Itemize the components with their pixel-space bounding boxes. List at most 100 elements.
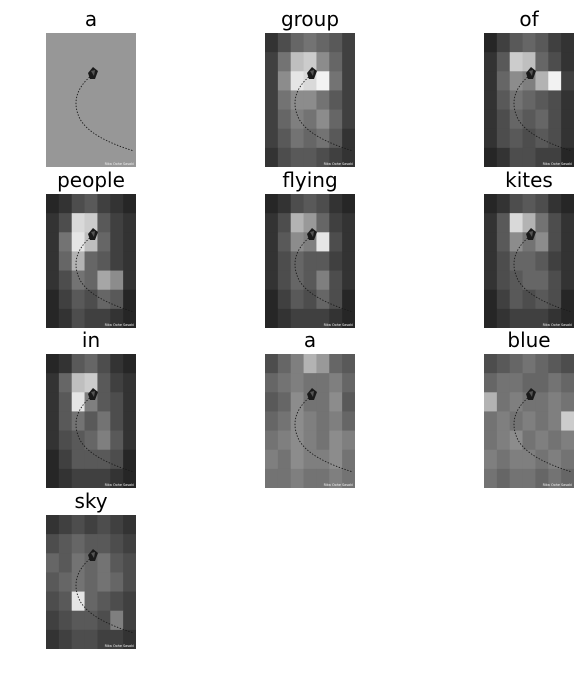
heatmap-cell (278, 194, 291, 214)
heatmap-cell (97, 572, 110, 592)
heatmap-cell (329, 271, 342, 291)
heatmap-cell (110, 232, 123, 252)
watermark-text: Rika Oohe Sasaki (324, 323, 353, 327)
heatmap-cell (265, 213, 278, 233)
heatmap-cell (72, 515, 85, 535)
heatmap-cell (59, 592, 72, 612)
word-label: a (85, 5, 97, 33)
heatmap-cell (484, 251, 497, 271)
heatmap-cell (510, 431, 523, 451)
heatmap-cell (110, 534, 123, 554)
heatmap-cell (561, 110, 574, 130)
heatmap-cell (548, 33, 561, 53)
heatmap-cell (72, 450, 85, 470)
heatmap-cell (46, 213, 59, 233)
heatmap-cell (561, 290, 574, 310)
heatmap-cell (329, 33, 342, 53)
heatmap-cell (535, 411, 548, 431)
heatmap-cell (46, 309, 59, 328)
heatmap-cell (278, 90, 291, 110)
heatmap-cell (59, 373, 72, 393)
heatmap-cell (291, 52, 304, 72)
heatmap-cell (123, 411, 136, 431)
heatmap-cell (59, 411, 72, 431)
heatmap-cell (110, 194, 123, 214)
heatmap-cell (342, 232, 355, 252)
heatmap-cell (72, 373, 85, 393)
heatmap-cell (110, 515, 123, 535)
heatmap-cell (523, 90, 536, 110)
heatmap-cell (548, 213, 561, 233)
heatmap-cell (72, 392, 85, 412)
heatmap-cell (329, 110, 342, 130)
attention-map: Rika Oohe Sasaki (484, 33, 574, 167)
heatmap-cell (291, 290, 304, 310)
heatmap-cell (329, 232, 342, 252)
heatmap-cell (59, 630, 72, 649)
heatmap-cell (59, 534, 72, 554)
heatmap-cell (523, 213, 536, 233)
heatmap-cell (265, 373, 278, 393)
heatmap-cell (510, 52, 523, 72)
heatmap-cell (291, 431, 304, 451)
heatmap-cell (316, 450, 329, 470)
heatmap-cell (85, 431, 98, 451)
heatmap-cell (72, 431, 85, 451)
panel-image: Rika Oohe Sasaki (484, 354, 574, 488)
heatmap-cell (316, 194, 329, 214)
heatmap-cell (535, 431, 548, 451)
heatmap-cell (123, 392, 136, 412)
heatmap-cell (510, 90, 523, 110)
heatmap-cell (329, 392, 342, 412)
heatmap-cell (110, 213, 123, 233)
heatmap-cell (265, 469, 278, 488)
heatmap-cell (265, 110, 278, 130)
heatmap-cell (72, 194, 85, 214)
heatmap-cell (278, 110, 291, 130)
heatmap-cell (497, 71, 510, 91)
heatmap-cell (85, 354, 98, 374)
heatmap-cell (59, 213, 72, 233)
heatmap-cell (291, 148, 304, 167)
heatmap-cell (561, 251, 574, 271)
heatmap-cell (85, 271, 98, 291)
heatmap-cell (497, 110, 510, 130)
heatmap-cell (46, 194, 59, 214)
heatmap-cell (523, 110, 536, 130)
heatmap-cell (291, 90, 304, 110)
kite-photo: Rika Oohe Sasaki (46, 33, 136, 167)
heatmap-cell (510, 33, 523, 53)
heatmap-cell (278, 373, 291, 393)
heatmap-cell (97, 290, 110, 310)
heatmap-cell (497, 271, 510, 291)
heatmap-cell (316, 90, 329, 110)
heatmap-cell (497, 469, 510, 488)
heatmap-cell (265, 251, 278, 271)
heatmap-cell (291, 309, 304, 328)
heatmap-cell (523, 33, 536, 53)
heatmap-cell (59, 194, 72, 214)
heatmap-cell (97, 354, 110, 374)
heatmap-cell (291, 392, 304, 412)
heatmap-cell (561, 129, 574, 149)
heatmap-cell (548, 431, 561, 451)
heatmap-cell (329, 354, 342, 374)
heatmap-cell (548, 411, 561, 431)
heatmap-cell (342, 290, 355, 310)
heatmap-cell (510, 469, 523, 488)
heatmap-cell (278, 71, 291, 91)
heatmap-cell (59, 290, 72, 310)
heatmap-cell (59, 392, 72, 412)
heatmap-cell (291, 354, 304, 374)
heatmap-cell (123, 251, 136, 271)
heatmap-cell (85, 411, 98, 431)
heatmap-cell (59, 431, 72, 451)
heatmap-cell (342, 271, 355, 291)
heatmap-cell (291, 232, 304, 252)
heatmap-cell (59, 232, 72, 252)
heatmap-cell (316, 431, 329, 451)
heatmap-cell (548, 194, 561, 214)
watermark-text: Rika Oohe Sasaki (543, 483, 572, 487)
heatmap-cell (97, 271, 110, 291)
heatmap-cell (123, 515, 136, 535)
